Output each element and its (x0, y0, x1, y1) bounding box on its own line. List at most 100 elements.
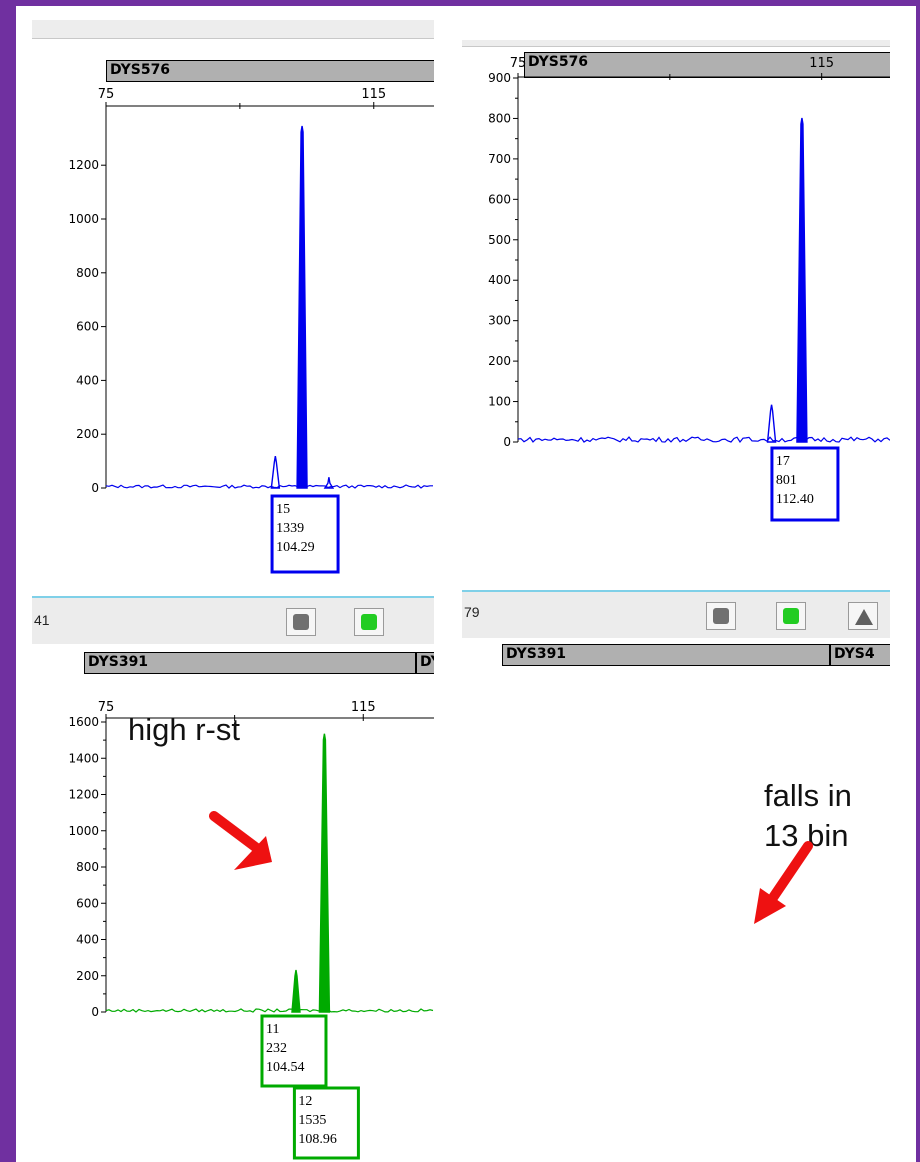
toolbar-text: 79 (464, 604, 480, 620)
marker-name: DY (420, 654, 434, 670)
toolbar-strip: 41 (32, 596, 434, 644)
electropherogram-bottom-left: 41 DYS391 DY 0 200 400 600 800 1000 1200 1400 16… (32, 596, 434, 1162)
x-tick-label: 115 (809, 56, 834, 71)
peak-height: 1535 (298, 1113, 326, 1128)
fragment-size: 112.40 (776, 492, 814, 507)
peak (270, 455, 281, 489)
top-toolbar-strip (32, 20, 434, 39)
triangle-button[interactable]: 0100200300400500600700800900100075115961… (848, 602, 878, 630)
allele-label-box: 17 801 112.40 (770, 446, 840, 522)
y-tick-label: 300 (488, 314, 511, 328)
y-tick-label: 600 (76, 896, 99, 910)
annotation-falls-in-line2: 13 bin (764, 818, 849, 853)
marker-label: DYS576 (524, 52, 890, 78)
y-tick-label: 700 (488, 152, 511, 166)
allele-call: 12 (298, 1094, 312, 1109)
next-marker-label: DYS4 (830, 644, 890, 666)
y-tick-label: 0 (91, 1005, 99, 1019)
toolbar-strip: 79 0100200300400500600700800900100075115… (462, 590, 890, 638)
baseline-trace (105, 484, 433, 489)
baseline-trace (517, 436, 890, 444)
chart-svg: 0 200 400 600 800 1000 1200 75 115 15 1339 104.29 (68, 87, 434, 574)
marker-name: DYS576 (528, 54, 589, 70)
marker-label: DYS391 (84, 652, 416, 674)
x-tick-label: 75 (98, 700, 115, 715)
green-square-button[interactable] (776, 602, 806, 630)
x-tick-label: 75 (98, 87, 115, 102)
fragment-size: 104.29 (276, 540, 315, 555)
green-square-icon (783, 608, 799, 624)
allele-call: 17 (776, 454, 790, 469)
allele-call: 11 (266, 1022, 279, 1037)
y-tick-label: 1000 (68, 824, 99, 838)
y-tick-label: 1200 (68, 158, 99, 172)
electropherogram-top-left: DYS576 0 200 400 600 800 1000 1200 75 115 15 1339 1… (32, 20, 434, 586)
y-tick-label: 400 (76, 933, 99, 947)
peak (323, 477, 335, 489)
gray-square-button[interactable] (706, 602, 736, 630)
gray-square-button[interactable] (286, 608, 316, 636)
allele-call: 15 (276, 502, 290, 517)
y-tick-label: 800 (76, 860, 99, 874)
gray-triangle-icon: 0100200300400500600700800900100075115961… (855, 609, 873, 625)
peak (291, 969, 301, 1013)
marker-name: DYS576 (110, 62, 171, 78)
allele-box-border (260, 1014, 328, 1088)
x-tick-label: 115 (361, 87, 386, 102)
green-square-icon (361, 614, 377, 630)
y-tick-label: 200 (76, 969, 99, 983)
marker-name: DYS391 (506, 646, 567, 662)
y-tick-label: 600 (488, 192, 511, 206)
y-tick-label: 1000 (68, 212, 99, 226)
y-tick-label: 0 (503, 435, 511, 449)
chart-svg (462, 590, 890, 1162)
allele-label-box: 12 1535 108.96 (292, 1086, 360, 1160)
annotation-falls-in-line1: falls in (764, 778, 852, 813)
next-marker-label: DY (416, 652, 434, 674)
green-square-button[interactable] (354, 608, 384, 636)
x-tick-label: 115 (351, 700, 376, 715)
y-tick-label: 200 (76, 427, 99, 441)
marker-name: DYS4 (834, 646, 875, 662)
electropherogram-bottom-right: 79 0100200300400500600700800900100075115… (462, 590, 890, 1162)
marker-label: DYS576 (106, 60, 434, 82)
y-tick-label: 1600 (68, 715, 99, 729)
allele-label-box: 11 232 104.54 (260, 1014, 328, 1088)
toolbar-text: 41 (34, 612, 50, 628)
baseline-trace (105, 1008, 434, 1013)
y-tick-label: 800 (76, 266, 99, 280)
marker-name: DYS391 (88, 654, 149, 670)
annotation-high-rst: high r-st (128, 712, 240, 747)
peak-height: 1339 (276, 521, 304, 536)
allele-box-border (270, 494, 340, 574)
gray-square-icon (713, 608, 729, 624)
peak (796, 117, 808, 443)
x-tick-label: 75 (510, 56, 527, 71)
gray-square-icon (293, 614, 309, 630)
y-tick-label: 900 (488, 71, 511, 85)
allele-box-border (292, 1086, 360, 1160)
y-tick-label: 400 (488, 273, 511, 287)
fragment-size: 108.96 (298, 1132, 337, 1147)
allele-box-border (770, 446, 840, 522)
peak (296, 125, 308, 489)
top-toolbar-strip (462, 40, 890, 47)
peak (766, 404, 777, 443)
y-tick-label: 0 (91, 481, 99, 495)
peak-height: 801 (776, 473, 797, 488)
marker-label: DYS391 (502, 644, 830, 666)
y-tick-label: 1400 (68, 751, 99, 765)
fragment-size: 104.54 (266, 1060, 305, 1075)
peak-height: 232 (266, 1041, 287, 1056)
allele-label-box: 15 1339 104.29 (270, 494, 340, 574)
y-tick-label: 600 (76, 320, 99, 334)
y-tick-label: 200 (488, 354, 511, 368)
y-tick-label: 800 (488, 111, 511, 125)
peak (318, 733, 331, 1013)
y-tick-label: 500 (488, 233, 511, 247)
y-tick-label: 100 (488, 395, 511, 409)
electropherogram-top-right: DYS576 0 100 200 300 400 500 600 700 800 900 75 115… (462, 40, 890, 586)
